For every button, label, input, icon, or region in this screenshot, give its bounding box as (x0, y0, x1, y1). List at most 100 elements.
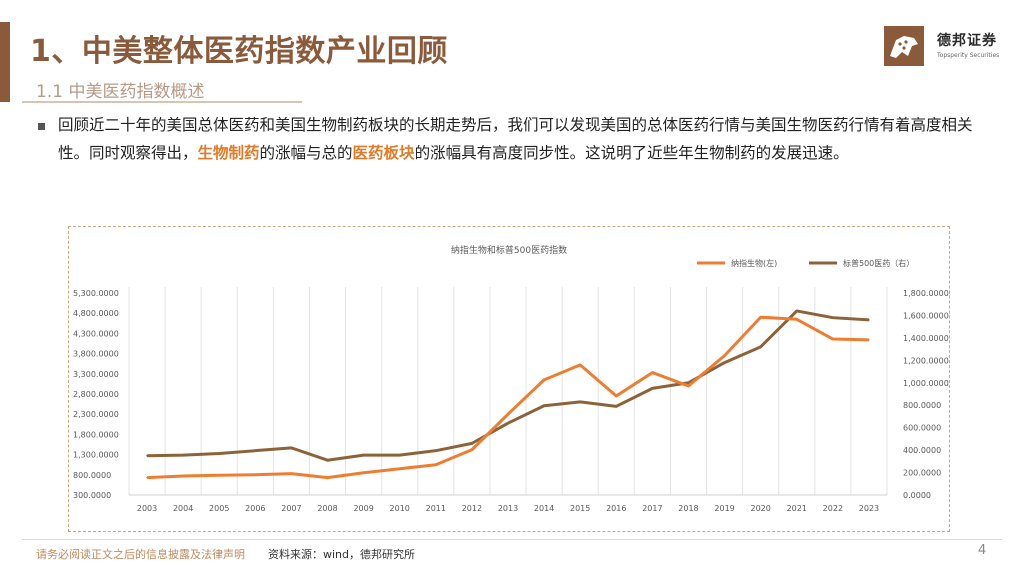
para-text-1: 回顾近二十年的美国总体医药和美国生物制药板块的长期走势后，我们可以发现美国的总体… (58, 116, 973, 162)
x-tick-label: 2017 (642, 504, 662, 513)
data-point-sp500-health (579, 401, 581, 403)
x-tick-label: 2003 (137, 504, 157, 513)
x-tick-label: 2008 (317, 504, 337, 513)
x-tick-label: 2015 (570, 504, 590, 513)
leopard-logo-icon (884, 26, 924, 66)
chart-title: 纳指生物和标普500医药指数 (451, 244, 567, 256)
page-number: 4 (978, 543, 987, 558)
data-point-sp500-health (218, 452, 221, 455)
section-subtitle: 1.1 中美医药指数概述 (36, 82, 205, 102)
chart-frame: 纳指生物和标普500医药指数 纳指生物(左) 标普500医药（右） 5,300.000… (68, 226, 950, 532)
y-right-tick-label: 1,200.0000 (903, 356, 949, 365)
data-point-sp500-health (507, 422, 509, 424)
data-point-nasdaq-bio (579, 364, 581, 366)
source-note: 资料来源：wind，德邦研究所 (268, 548, 416, 561)
data-point-nasdaq-bio (615, 395, 618, 397)
data-point-sp500-health (615, 405, 618, 408)
y-right-tick-label: 200.0000 (903, 469, 941, 478)
x-tick-label: 2012 (462, 504, 482, 513)
highlight-biopharma: 生物制药 (197, 144, 260, 162)
para-text-3: 的涨幅具有高度同步性。这说明了近些年生物制药的发展迅速。 (414, 144, 849, 162)
y-right-tick-label: 400.0000 (903, 446, 941, 455)
y-left-tick-label: 800.0000 (73, 471, 111, 480)
series-line-nasdaq-bio (146, 315, 869, 480)
x-tick-label: 2010 (390, 504, 410, 513)
x-tick-label: 2022 (823, 504, 843, 513)
x-tick-label: 2019 (714, 504, 734, 513)
y-right-tick-label: 600.0000 (903, 424, 941, 433)
data-point-sp500-health (759, 346, 762, 348)
data-point-sp500-health (435, 449, 437, 452)
y-right-tick-label: 1,600.0000 (903, 311, 949, 320)
y-left-tick-label: 300.0000 (73, 491, 111, 500)
data-point-nasdaq-bio (182, 475, 184, 477)
para-text-2: 的涨幅与总的 (259, 144, 353, 162)
footer-disclaimer: 请务必阅读正文之后的信息披露及法律声明 (36, 548, 245, 561)
data-point-sp500-health (182, 454, 184, 456)
x-tick-label: 2006 (245, 504, 265, 513)
data-point-sp500-health (398, 454, 401, 456)
data-point-nasdaq-bio (471, 448, 473, 451)
x-tick-label: 2023 (859, 504, 879, 513)
x-tick-label: 2004 (173, 504, 193, 513)
data-point-nasdaq-bio (435, 463, 437, 466)
data-point-sp500-health (795, 310, 798, 312)
data-point-nasdaq-bio (146, 476, 148, 479)
data-point-nasdaq-bio (362, 471, 365, 474)
data-point-nasdaq-bio (795, 318, 798, 321)
y-right-tick-label: 1,800.0000 (903, 289, 949, 298)
x-tick-label: 2021 (787, 504, 807, 513)
data-point-sp500-health (543, 404, 545, 407)
y-left-tick-label: 4,800.0000 (73, 309, 119, 318)
data-point-nasdaq-bio (543, 379, 545, 381)
data-point-sp500-health (326, 459, 329, 462)
data-point-sp500-health (832, 316, 834, 319)
data-point-nasdaq-bio (868, 339, 870, 341)
y-left-tick-label: 3,800.0000 (73, 350, 119, 359)
data-point-sp500-health (471, 442, 473, 445)
data-point-sp500-health (868, 319, 870, 321)
x-tick-label: 2013 (498, 504, 518, 513)
x-tick-label: 2014 (534, 504, 554, 513)
body-paragraph: 回顾近二十年的美国总体医药和美国生物制药板块的长期走势后，我们可以发现美国的总体… (58, 111, 998, 167)
data-point-nasdaq-bio (218, 474, 221, 477)
x-tick-label: 2009 (353, 504, 373, 513)
data-point-sp500-health (254, 449, 257, 452)
data-point-nasdaq-bio (759, 316, 762, 319)
data-point-sp500-health (723, 361, 726, 364)
data-point-nasdaq-bio (507, 413, 509, 415)
y-right-tick-label: 800.0000 (903, 401, 941, 410)
data-point-sp500-health (362, 454, 365, 456)
bullet-square (38, 123, 45, 130)
data-point-nasdaq-bio (723, 354, 726, 357)
legend-sp500-health-label: 标普500医药（右） (843, 258, 914, 268)
y-right-tick-label: 0.0000 (903, 491, 931, 500)
x-tick-label: 2011 (426, 504, 446, 513)
highlight-pharma-sector: 医药板块 (352, 144, 415, 162)
x-tick-label: 2007 (281, 504, 301, 513)
y-left-tick-label: 1,800.0000 (73, 430, 119, 439)
page-title: 1、中美整体医药指数产业回顾 (30, 34, 448, 69)
footer-divider (22, 539, 1002, 540)
x-tick-label: 2016 (606, 504, 626, 513)
data-point-sp500-health (146, 454, 148, 457)
data-point-nasdaq-bio (326, 476, 329, 479)
x-tick-label: 2005 (209, 504, 229, 513)
y-left-tick-label: 2,300.0000 (73, 410, 119, 419)
y-left-tick-label: 4,300.0000 (73, 329, 119, 338)
series-line-sp500-health (147, 309, 870, 462)
data-point-nasdaq-bio (832, 338, 834, 340)
subtitle-divider (22, 101, 302, 103)
company-logo: 德邦证券 Topsperity Securities (884, 26, 1004, 66)
x-tick-label: 2020 (750, 504, 770, 513)
y-left-tick-label: 1,300.0000 (73, 451, 119, 460)
data-point-sp500-health (687, 381, 690, 384)
data-point-sp500-health (651, 387, 654, 390)
data-point-sp500-health (290, 447, 293, 449)
y-left-tick-label: 3,300.0000 (73, 370, 119, 379)
x-tick-label: 2018 (678, 504, 698, 513)
logo-text-cn: 德邦证券 (937, 33, 997, 49)
logo-text-en: Topsperity Securities (937, 52, 1000, 59)
data-point-nasdaq-bio (254, 474, 257, 476)
